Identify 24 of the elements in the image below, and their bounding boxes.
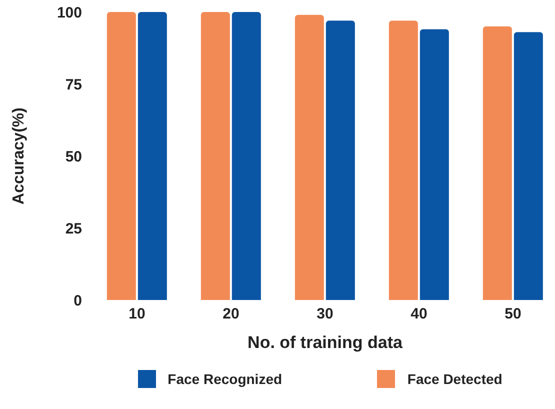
bar (200, 12, 230, 300)
bar (326, 20, 355, 300)
y-tick-label: 50 (65, 148, 82, 166)
x-tick-label: 20 (222, 306, 240, 323)
y-axis-title: Accuracy(%) (10, 108, 28, 204)
y-tick-label: 25 (65, 220, 82, 238)
bar (138, 12, 167, 300)
legend-label: Face Recognized (168, 371, 282, 387)
bar (294, 14, 324, 300)
y-tick-label: 75 (65, 76, 82, 94)
bar (514, 32, 543, 300)
legend-label: Face Detected (407, 371, 502, 387)
bar (482, 26, 512, 300)
x-tick-label: 40 (410, 306, 428, 323)
y-tick-label: 0 (74, 292, 82, 310)
bar (388, 20, 418, 300)
bar (106, 12, 136, 300)
x-axis-title: No. of training data (248, 333, 403, 352)
x-tick-label: 10 (128, 306, 146, 323)
bar (420, 29, 449, 300)
bar (232, 12, 261, 300)
y-tick-label: 100 (56, 4, 82, 22)
x-tick-label: 50 (504, 306, 522, 323)
x-tick-label: 30 (316, 306, 334, 323)
